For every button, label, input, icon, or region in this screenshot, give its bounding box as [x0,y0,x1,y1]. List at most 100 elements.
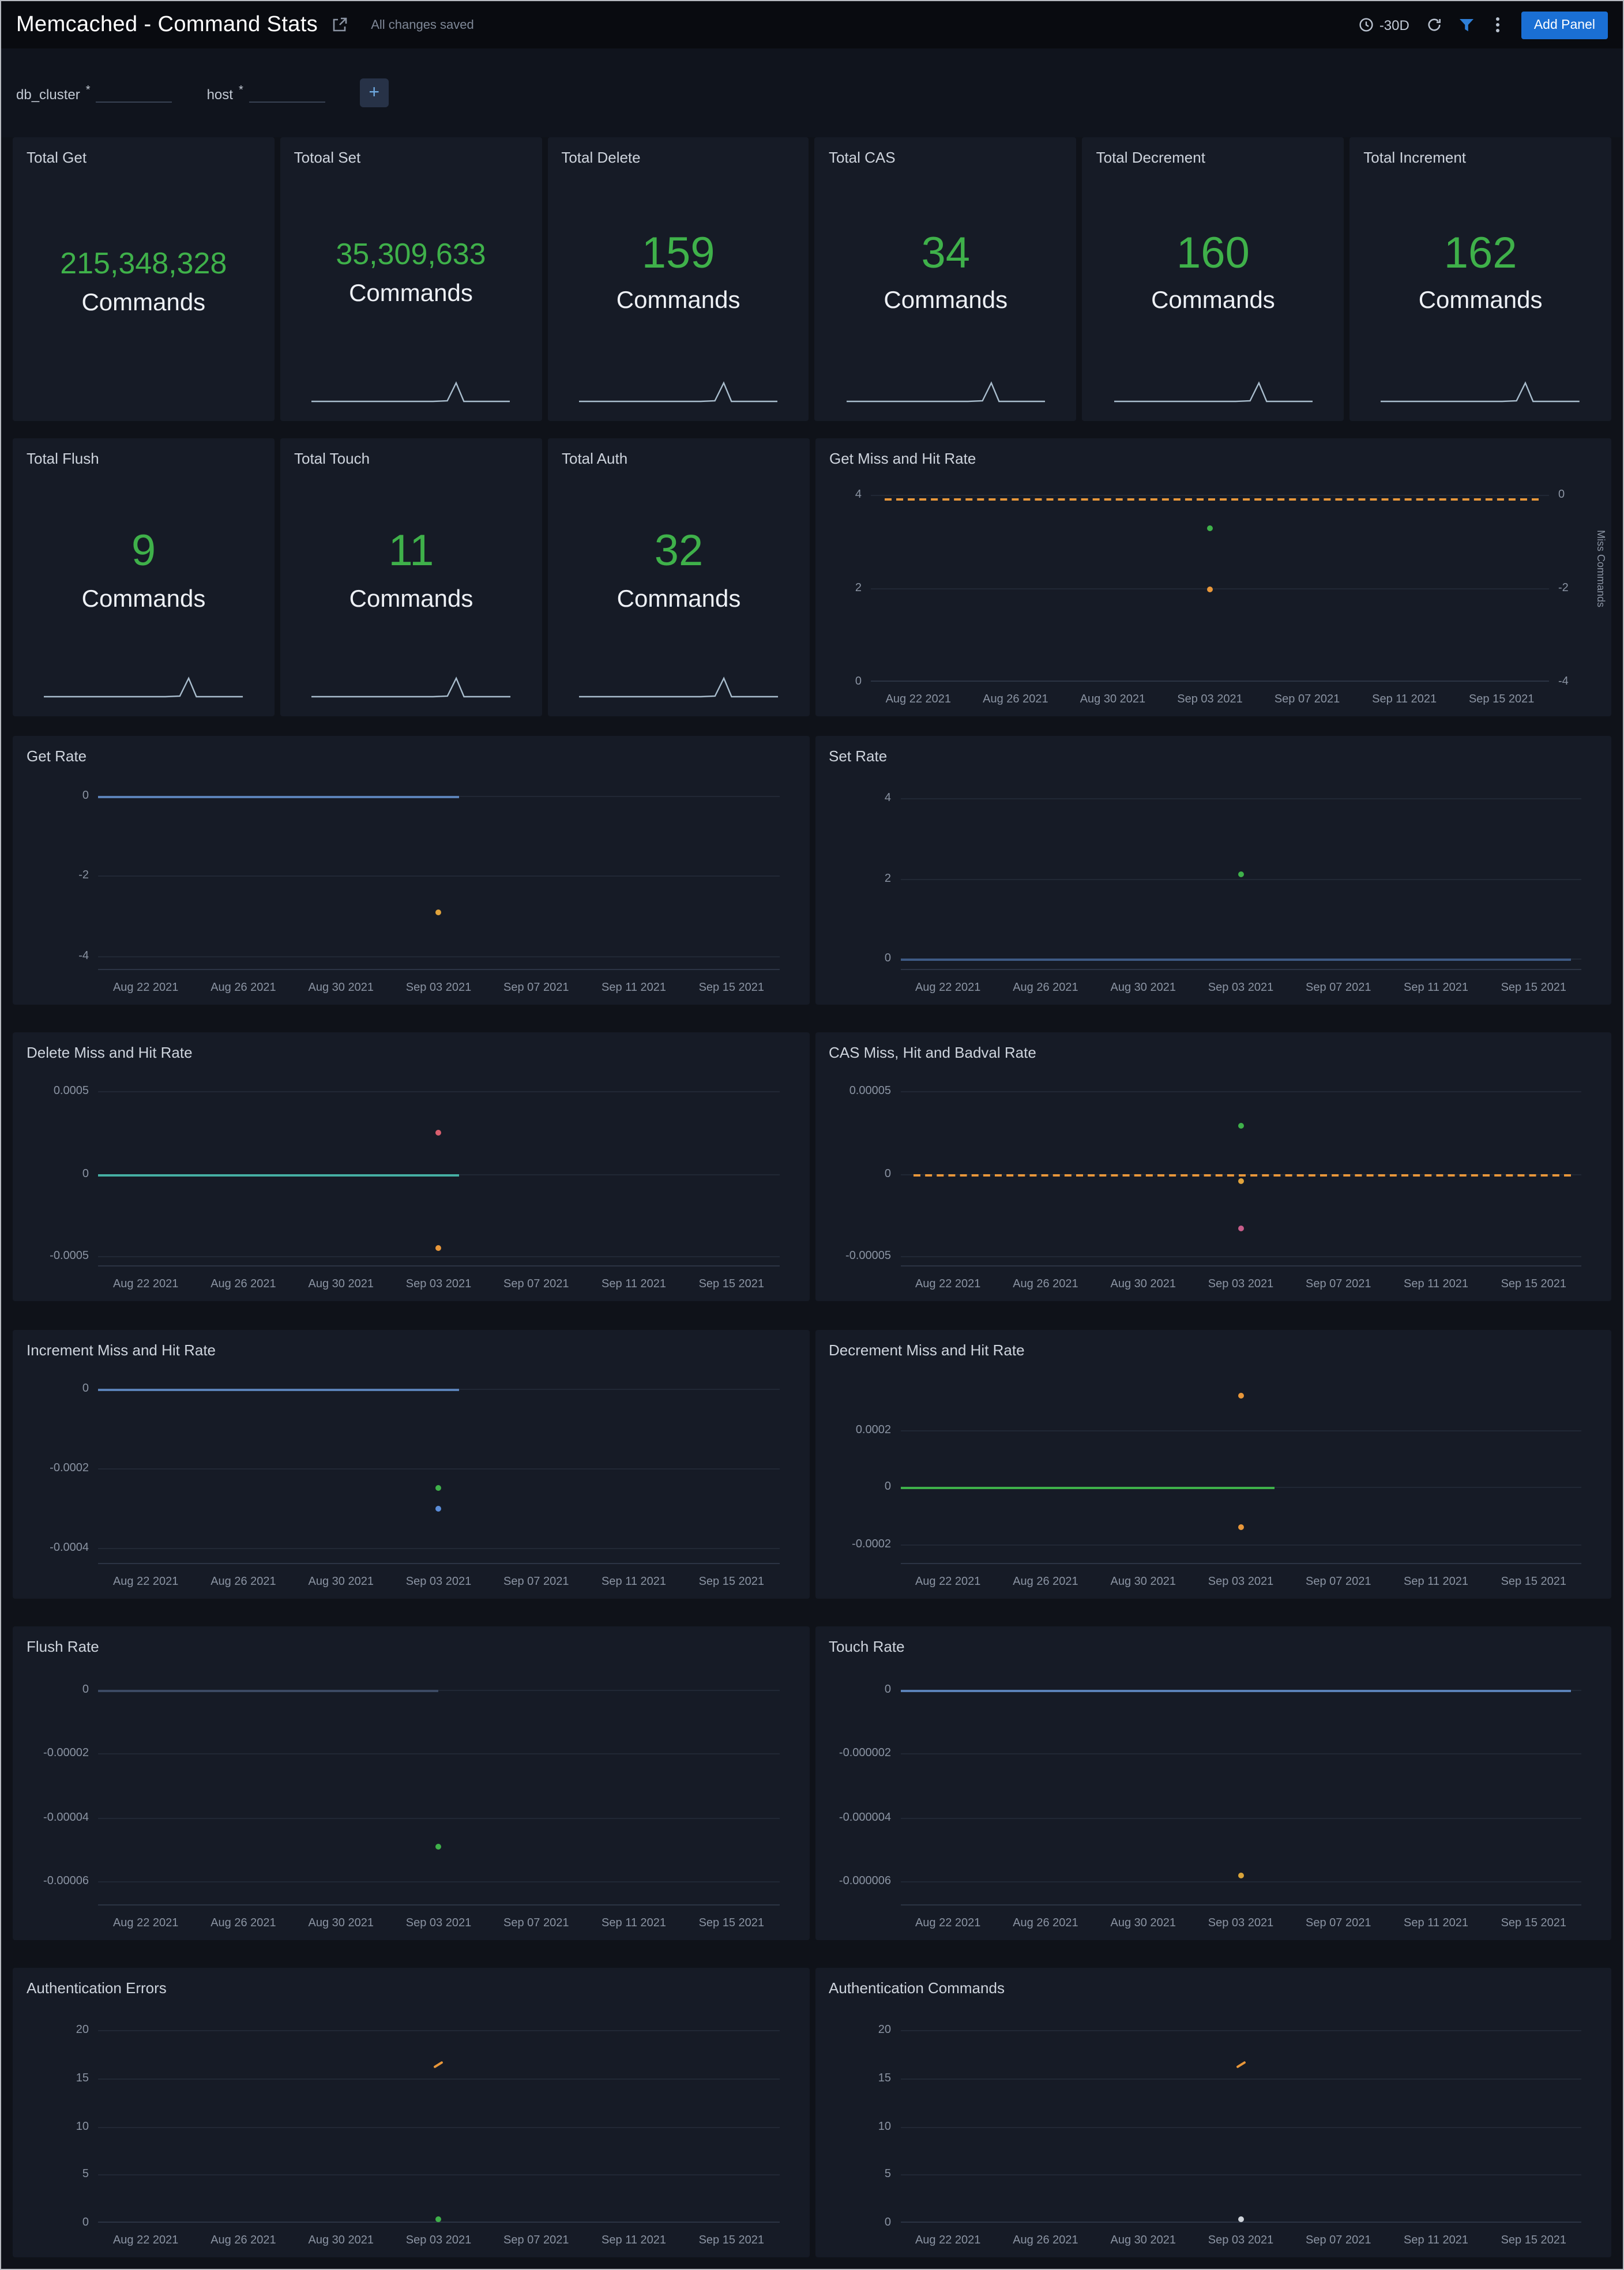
filter-bar: db_cluster * host * + [1,48,1623,137]
data-point [1238,1225,1244,1231]
stat-panel-total-increment: Total Increment 162 Commands [1349,137,1611,421]
x-axis-line [98,1904,779,1906]
y-axis-label: 0.0002 [855,1423,891,1437]
refresh-icon[interactable] [1427,17,1442,32]
x-axis-label: Aug 26 2021 [210,1576,276,1588]
gridline [900,2174,1581,2176]
stat-body: 162 Commands [1363,172,1597,375]
add-filter-button[interactable]: + [359,78,389,107]
x-axis-label: Aug 30 2021 [1110,1278,1176,1291]
y-axis-label: 0 [82,1683,89,1696]
plot: 0 -0.0002 -0.0004 Aug 22 2021 Aug 26 2021 Aug… [50,1378,779,1588]
stat-row-1: Total Get 215,348,328 Commands Totoal Set 35… [13,137,1611,421]
plot-area: 0.00005 0 -0.00005 Aug 22 2021 Aug 26 2021 Au… [824,1067,1602,1296]
x-axis-label: Sep 11 2021 [602,982,667,994]
header-right: -30D Add Panel [1359,11,1608,39]
plot-area: Miss Commands 4 2 0 0 -2 -4 Aug 22 2021 Aug 26 2… [825,473,1607,712]
y-axis-label: -0.000004 [839,1811,891,1824]
panel-title: Total Increment [1363,149,1467,166]
x-axis-line [98,969,779,970]
x-axis-line [900,1265,1581,1266]
panel-title: Touch Rate [829,1638,905,1655]
data-point [1207,587,1213,593]
x-axis-line [900,1563,1581,1564]
stat-unit: Commands [1418,287,1543,314]
plot: 0 -2 -4 Aug 22 2021 Aug 26 2021 Aug 30 2021 Se… [78,784,779,994]
data-point [433,2061,444,2069]
share-icon[interactable] [330,16,348,33]
data-point [1235,2061,1246,2069]
panel-title: Authentication Commands [829,1979,1005,1997]
x-axis-label: Aug 22 2021 [915,2234,981,2247]
y-axis-label: -0.0005 [50,1250,89,1263]
gridline [98,2126,779,2128]
y-axis-label: -0.00005 [845,1250,891,1263]
filter-funnel-icon[interactable] [1459,18,1474,32]
stat-unit: Commands [616,585,741,612]
x-axis-label: Sep 03 2021 [405,982,472,994]
panel-title: Increment Miss and Hit Rate [27,1341,216,1359]
panel-title: Delete Miss and Hit Rate [27,1044,193,1061]
x-axis-label: Aug 22 2021 [112,1576,179,1588]
data-point [435,909,442,915]
add-panel-button[interactable]: Add Panel [1521,11,1608,39]
x-axis-label: Sep 11 2021 [1372,693,1437,706]
y-axis-label: 20 [76,2024,89,2037]
gridline [900,2030,1581,2032]
gridline [900,1430,1581,1431]
stat-value: 215,348,328 [60,245,227,280]
x-axis-label: Sep 03 2021 [1208,1278,1274,1291]
stat-panel-total-touch: Total Touch 11 Commands [280,438,542,716]
time-range-button[interactable]: -30D [1359,17,1409,33]
stat-panel-total-auth: Total Auth 32 Commands [548,438,810,716]
gridline [900,1544,1581,1546]
x-axis-label: Aug 30 2021 [1110,982,1176,994]
y-axis-label: -0.00006 [43,1875,89,1888]
panel-title: Total CAS [828,149,896,166]
y-axis-label: 0.00005 [849,1084,891,1098]
x-axis-label: Sep 07 2021 [503,2234,569,2247]
host-input[interactable] [249,84,325,102]
stat-panel-total-flush: Total Flush 9 Commands [13,438,275,716]
y-axis-label: -0.000002 [839,1747,891,1760]
x-axis-label: Aug 26 2021 [1013,1278,1078,1291]
data-point [435,1129,442,1136]
x-axis-label: Aug 22 2021 [915,1278,981,1291]
panel-title: Get Miss and Hit Rate [829,450,976,467]
panel-title: Total Delete [561,149,641,166]
x-axis-label: Aug 30 2021 [308,1917,374,1930]
y-axis-label: 10 [76,2120,89,2133]
stat-body: 34 Commands [829,172,1063,375]
x-axis-label: Sep 07 2021 [1306,1278,1371,1291]
sparkline [44,674,243,701]
plot: 4 2 0 Aug 22 2021 Aug 26 2021 Aug 30 2021 Sep … [885,784,1581,994]
x-axis-label: Sep 07 2021 [1306,1917,1371,1930]
stat-body: 32 Commands [562,473,796,670]
y-axis-label: 0 [855,675,862,688]
gridline [98,1468,779,1470]
stat-body: 11 Commands [294,473,528,670]
y-axis-label: 20 [878,2024,891,2037]
stat-value: 9 [131,527,156,576]
x-axis-label: Sep 07 2021 [503,982,569,994]
plot-area: 0 -2 -4 Aug 22 2021 Aug 26 2021 Aug 30 2021 Se… [22,771,800,1000]
kebab-menu-icon[interactable] [1491,14,1504,36]
x-axis-label: Sep 15 2021 [698,982,765,994]
y-axis-label: 2 [884,872,891,885]
plot: 4 2 0 0 -2 -4 Aug 22 2021 Aug 26 2021 Aug 30 202… [855,487,1569,706]
x-axis-label: Aug 22 2021 [112,982,179,994]
gridline [98,1881,779,1883]
series-line [98,1388,459,1391]
gridline [98,875,779,877]
x-axis-label: Aug 30 2021 [308,982,374,994]
y-axis-label: -0.0002 [50,1461,89,1475]
plot-area: 4 2 0 Aug 22 2021 Aug 26 2021 Aug 30 2021 Sep … [824,771,1602,1000]
x-axis-label: Sep 07 2021 [503,1917,569,1930]
gridline [98,1548,779,1550]
db-cluster-input[interactable] [96,84,172,102]
chart-panel-authentication-commands: Authentication Commands 20 15 10 5 0 Aug 22 20… [815,1968,1611,2257]
stat-value: 162 [1443,229,1517,278]
stat-value: 34 [921,229,971,278]
series-line [884,498,1539,501]
data-point [1238,1392,1244,1399]
